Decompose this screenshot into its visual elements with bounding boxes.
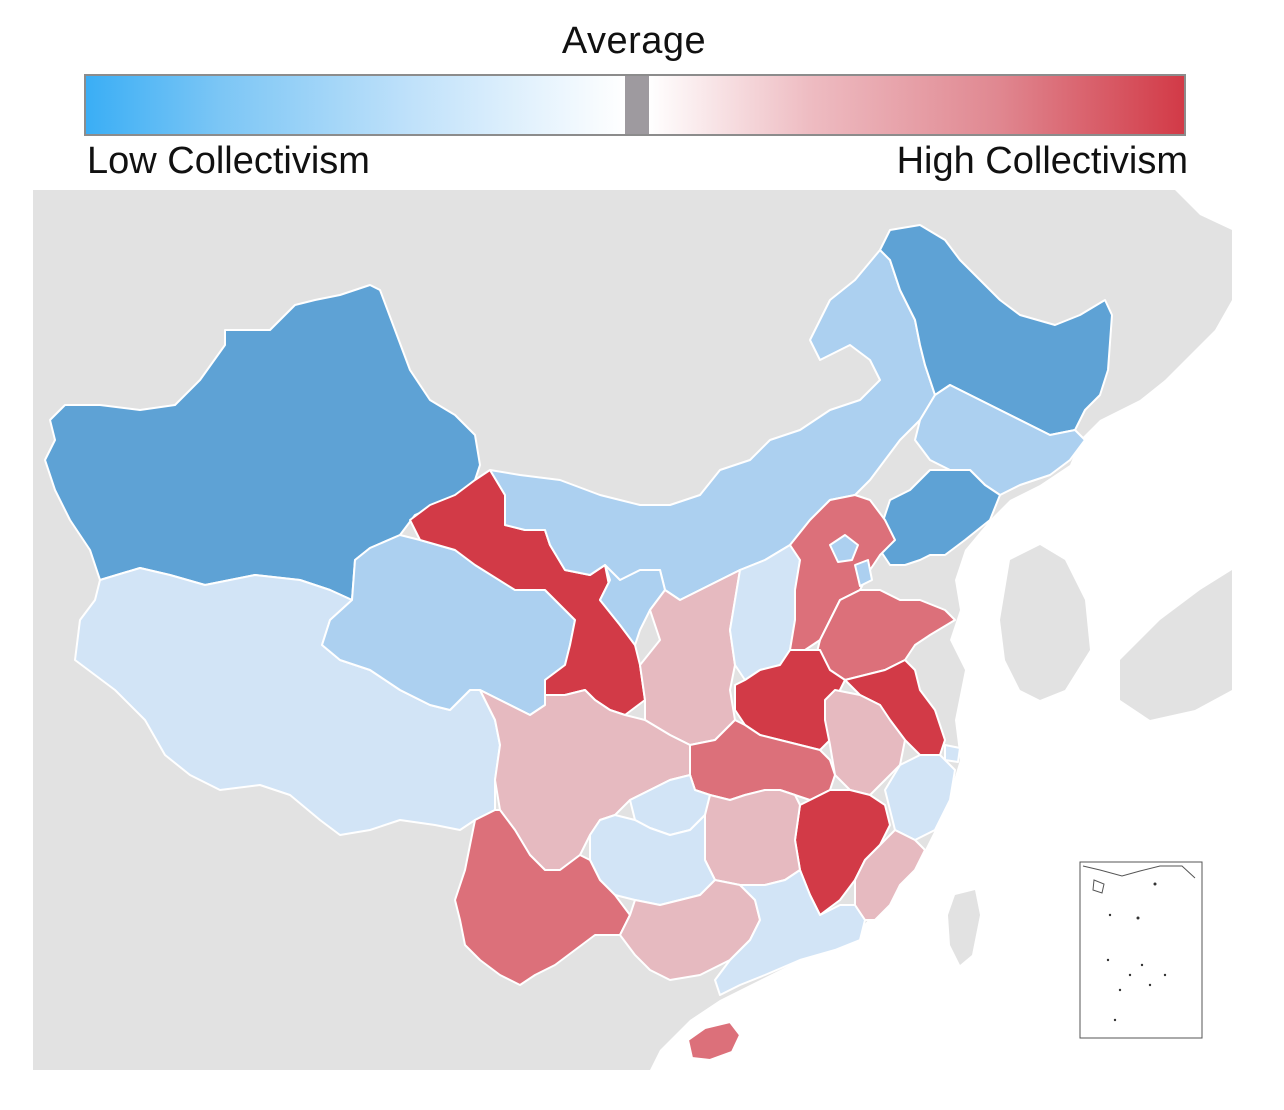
high-collectivism-gradient <box>649 76 1184 134</box>
province-shanghai <box>944 744 961 763</box>
province-anhui <box>824 689 906 796</box>
inset-frame <box>1079 861 1203 1039</box>
province-ningxia <box>599 564 666 646</box>
province-regions <box>44 224 1113 1061</box>
province-heilongjiang <box>879 224 1113 436</box>
low-collectivism-gradient <box>86 76 625 134</box>
province-liaoning <box>879 469 1001 566</box>
color-scale-bar <box>84 74 1186 136</box>
province-jilin <box>914 384 1086 496</box>
south-china-sea-inset <box>1079 861 1203 1039</box>
inset-islands <box>1106 882 1167 1022</box>
inset-coastline <box>1082 865 1196 894</box>
low-collectivism-label: Low Collectivism <box>87 140 370 182</box>
province-hunan <box>704 789 801 886</box>
taiwan-land <box>948 890 980 965</box>
province-guangdong <box>714 869 866 996</box>
china-province-map <box>33 190 1233 1070</box>
average-marker <box>625 76 649 134</box>
province-fujian <box>854 829 926 921</box>
province-hainan <box>687 1021 741 1061</box>
province-beijing <box>829 534 859 563</box>
province-tianjin <box>854 559 873 587</box>
korea-japan-land <box>1000 545 1232 720</box>
province-zhejiang <box>884 754 956 841</box>
legend-title: Average <box>561 20 707 62</box>
high-collectivism-label: High Collectivism <box>896 140 1188 182</box>
province-tibet <box>74 567 501 836</box>
